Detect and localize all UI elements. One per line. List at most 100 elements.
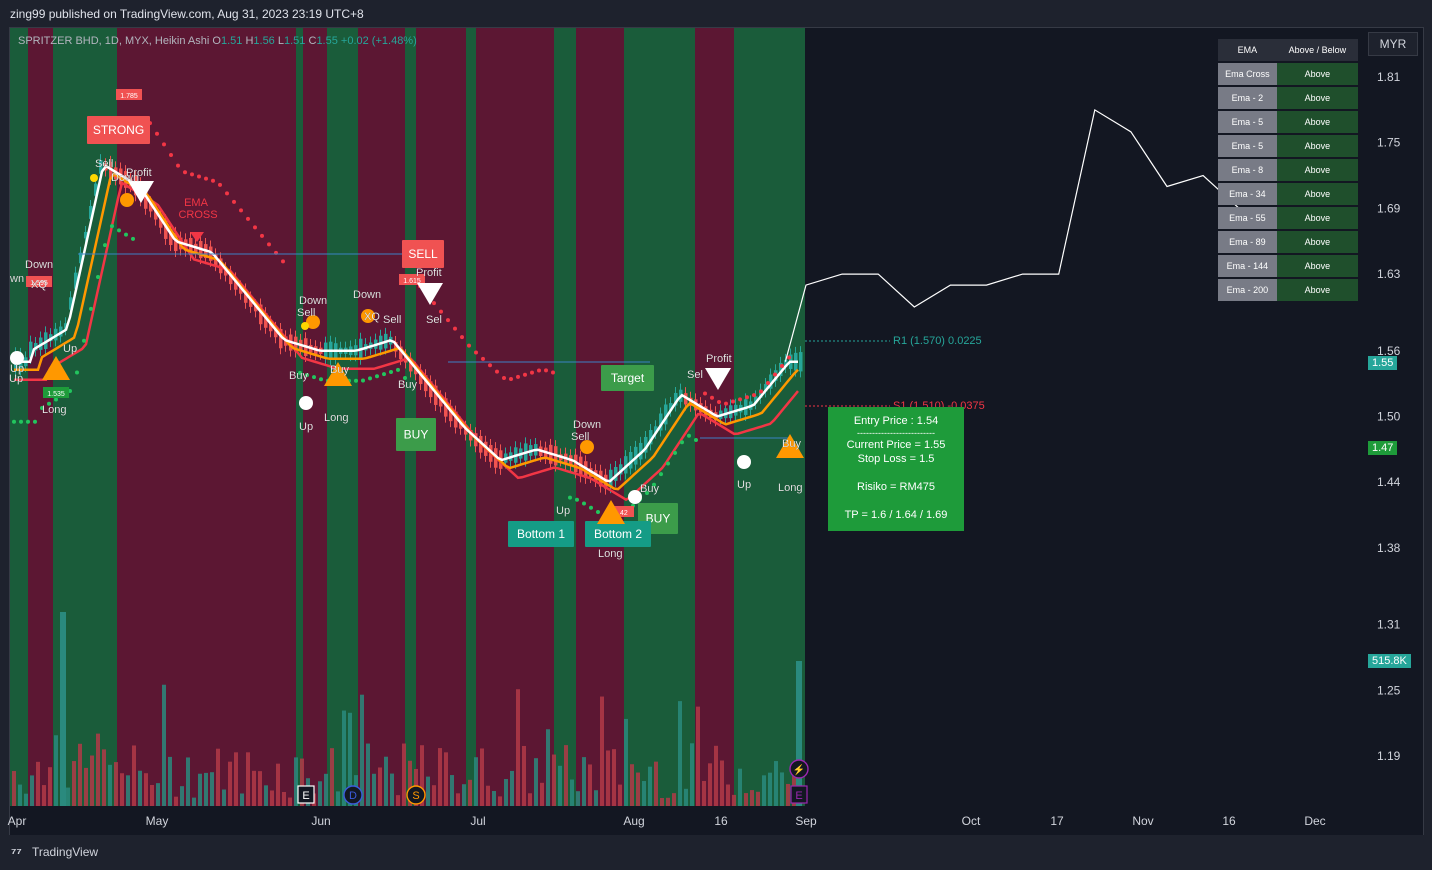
table-row: Ema - 2 Above xyxy=(1218,87,1358,109)
price-flag xyxy=(43,387,69,398)
volume-bar xyxy=(618,784,622,806)
candle-body xyxy=(429,381,433,398)
volume-bar xyxy=(162,684,166,806)
legend-change: +0.02 (+1.48%) xyxy=(340,35,417,47)
trend-dot xyxy=(738,397,742,402)
trend-dot xyxy=(460,335,464,340)
signal-text: Long xyxy=(42,404,66,416)
table-row: Ema - 5 Above xyxy=(1218,111,1358,133)
volume-bar xyxy=(780,772,784,806)
bull-zone xyxy=(466,28,476,806)
volume-bar xyxy=(426,776,430,806)
candle-body xyxy=(264,313,268,328)
table-row: Ema - 8 Above xyxy=(1218,159,1358,181)
bottom-label xyxy=(508,521,574,547)
trend-dot xyxy=(666,461,670,466)
volume-bar xyxy=(264,785,268,806)
volume-bar xyxy=(138,770,142,806)
candle-body xyxy=(629,452,633,469)
signal-text: Down xyxy=(353,289,381,301)
event-marker-text: E xyxy=(302,790,309,802)
trend-dot xyxy=(183,170,187,175)
buy-label-text: BUY xyxy=(646,512,671,526)
volume-bar xyxy=(774,761,778,806)
signal-text: Long xyxy=(598,548,622,560)
sell-triangle xyxy=(417,283,443,305)
risk: Risiko = RM475 xyxy=(857,481,935,493)
signal-text: Up xyxy=(9,373,23,385)
volume-bar xyxy=(756,791,760,806)
volume-bar xyxy=(750,790,754,806)
trend-dot xyxy=(225,191,229,196)
candle-body xyxy=(459,422,463,429)
volume-bar xyxy=(528,793,532,806)
current-price: Current Price = 1.55 xyxy=(846,439,946,451)
y-axis: 1.81 1.75 1.69 1.63 1.56 1.50 1.44 1.38 1.31 1.25… xyxy=(1377,70,1401,763)
volume-bar xyxy=(216,748,220,806)
y-tick-label: 1.50 xyxy=(1377,410,1401,424)
event-marker xyxy=(790,785,808,804)
volume-bar xyxy=(276,763,280,806)
candle-body xyxy=(244,289,248,303)
trend-dot xyxy=(446,318,450,323)
volume-bar xyxy=(300,758,304,806)
volume-bar xyxy=(738,768,742,806)
volume-bar xyxy=(642,781,646,806)
candle-body xyxy=(779,362,783,377)
y-tick-label: 1.69 xyxy=(1377,201,1401,215)
secondary-price-tag: 1.47 xyxy=(1368,441,1398,455)
candle-body xyxy=(409,358,413,372)
signal-text: Buy xyxy=(398,379,417,391)
volume-bar xyxy=(318,781,322,806)
bottom-label xyxy=(585,521,651,547)
trend-dot xyxy=(368,376,372,381)
candle-body xyxy=(149,202,153,212)
volume-bar xyxy=(570,779,574,806)
volume-bar xyxy=(444,752,448,806)
signal-text: Buy xyxy=(330,364,349,376)
volume-bar xyxy=(60,612,66,806)
volume-bar xyxy=(378,767,382,806)
trend-dot xyxy=(537,368,541,373)
tradingview-logo-icon: ⁷⁷ xyxy=(11,845,22,860)
y-tick-label: 1.31 xyxy=(1377,618,1401,632)
table-row: Ema - 5 Above xyxy=(1218,135,1358,157)
signal-text: Buy xyxy=(289,370,308,382)
candle-body xyxy=(74,272,78,289)
ema-status: Above xyxy=(1276,87,1358,109)
trend-dot xyxy=(19,419,23,424)
volume-bar xyxy=(168,756,172,806)
volume-bar xyxy=(474,757,478,806)
price-flag-text: 1.785 xyxy=(120,93,138,100)
x-tick-label: Nov xyxy=(1132,814,1153,828)
trend-dot xyxy=(467,343,471,348)
trend-dot xyxy=(694,438,698,443)
volume-bar xyxy=(228,761,232,806)
volume-bar xyxy=(636,772,640,806)
legend-c-label: C xyxy=(308,35,317,47)
signal-text: Down xyxy=(111,172,139,184)
ema-name: Ema - 55 xyxy=(1218,207,1277,229)
price-flag xyxy=(399,274,425,285)
x-tick-label: May xyxy=(146,814,169,828)
volume-bar xyxy=(234,752,238,806)
trend-dot xyxy=(659,472,663,477)
up-dot xyxy=(10,351,24,365)
signal-text: Up xyxy=(63,343,77,355)
y-tick-label: 1.75 xyxy=(1377,136,1401,150)
candle-body xyxy=(424,375,428,392)
target-label-text: Target xyxy=(611,371,645,385)
x-tick-label: Jun xyxy=(311,814,330,828)
sell-triangle xyxy=(705,368,731,390)
candle-body xyxy=(239,286,243,294)
trend-dot xyxy=(710,395,714,400)
trend-dot xyxy=(439,309,443,314)
signals: STRONG SELL BUY BUY Target Bottom 1 Bottom 2 EM… xyxy=(9,89,809,805)
candle-body xyxy=(644,436,648,453)
currency-button[interactable]: MYR xyxy=(1368,32,1418,56)
volume-bar xyxy=(540,782,544,806)
candle-body xyxy=(89,205,93,219)
signal-text: Sel xyxy=(426,314,442,326)
up-dot xyxy=(299,396,313,410)
